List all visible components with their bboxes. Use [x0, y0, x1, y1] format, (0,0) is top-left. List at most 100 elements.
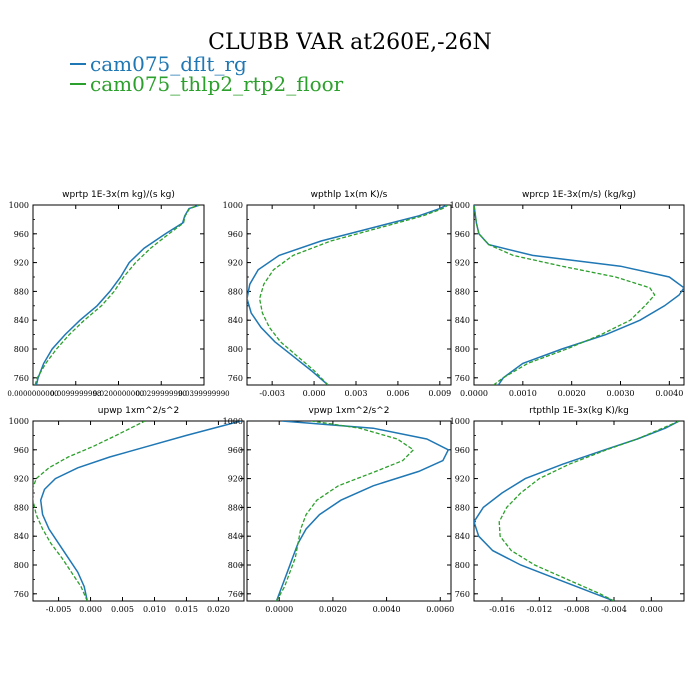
x-tick-label: 0.009	[428, 389, 451, 398]
x-tick-label: 0.0020	[319, 605, 347, 614]
legend-item-1: cam075_thlp2_rtp2_floor	[70, 72, 343, 96]
x-tick-label: 0.000	[79, 605, 102, 614]
y-tick-label: 760	[14, 374, 29, 383]
chart-frame	[246, 204, 452, 386]
legend-swatch-1	[70, 83, 86, 85]
y-tick-label: 880	[228, 287, 243, 296]
x-tick-label: -0.008	[564, 605, 590, 614]
y-tick-label: 880	[455, 287, 470, 296]
series-line-1	[474, 205, 656, 385]
series-line-0	[247, 205, 448, 385]
y-tick-label: 920	[14, 475, 29, 484]
y-tick-label: 920	[14, 259, 29, 268]
legend-item-0: cam075_dflt_rg	[70, 52, 247, 76]
x-tick-label: 0.0020	[558, 389, 586, 398]
y-tick-label: 920	[228, 475, 243, 484]
x-tick-label: 0.0060	[426, 605, 454, 614]
y-tick-label: 760	[228, 374, 243, 383]
series-line-0	[474, 205, 684, 385]
series-line-1	[258, 205, 449, 385]
y-tick-label: 800	[228, 345, 243, 354]
y-tick-label: 840	[455, 532, 470, 541]
y-tick-label: 960	[228, 230, 243, 239]
x-tick-label: 0.0040	[373, 605, 401, 614]
y-tick-label: 840	[14, 316, 29, 325]
y-tick-label: 960	[455, 446, 470, 455]
y-tick-label: 760	[14, 590, 29, 599]
y-tick-label: 960	[14, 230, 29, 239]
chart-panel-3: upwp 1xm^2/s^2 760 800 840 880 920 960 1000 -0.0…	[9, 406, 245, 614]
x-tick-label: 0.000	[303, 389, 326, 398]
y-tick-label: 800	[228, 561, 243, 570]
y-tick-label: 880	[455, 503, 470, 512]
x-tick-label: -0.016	[489, 605, 515, 614]
y-tick-label: 920	[455, 475, 470, 484]
chart-panel-0: wprtp 1E-3x(m kg)/(s kg) 760 800 840 880 920 9…	[7, 190, 229, 398]
series-line-0	[35, 205, 200, 385]
y-tick-label: 960	[455, 230, 470, 239]
y-tick-label: 840	[455, 316, 470, 325]
x-tick-label: 0.0299999990	[136, 390, 187, 398]
y-tick-label: 880	[228, 503, 243, 512]
chart-frame	[246, 420, 452, 602]
x-tick-label: 0.003	[345, 389, 368, 398]
page-title: CLUBB VAR at260E,-26N	[208, 30, 492, 55]
series-line-1	[34, 205, 200, 385]
chart-title: upwp 1xm^2/s^2	[98, 406, 179, 416]
chart-title: wpthlp 1x(m K)/s	[311, 190, 388, 200]
y-tick-label: 800	[455, 345, 470, 354]
chart-frame	[32, 204, 205, 386]
y-tick-label: 760	[455, 590, 470, 599]
chart-frame	[473, 420, 685, 602]
y-tick-label: 840	[228, 316, 243, 325]
y-tick-label: 1000	[223, 201, 243, 210]
chart-panel-5: rtpthlp 1E-3x(kg K)/kg 760 800 840 880 920 960…	[450, 406, 685, 614]
x-tick-label: 0.0030	[607, 389, 635, 398]
y-tick-label: 800	[14, 345, 29, 354]
x-tick-label: 0.0000000000	[7, 390, 58, 398]
legend-label-1: cam075_thlp2_rtp2_floor	[90, 72, 344, 96]
x-tick-label: 0.0000	[265, 605, 293, 614]
y-tick-label: 800	[455, 561, 470, 570]
x-tick-label: -0.004	[601, 605, 627, 614]
chart-title: rtpthlp 1E-3x(kg K)/kg	[529, 406, 629, 416]
y-tick-label: 880	[14, 503, 29, 512]
x-tick-label: 0.005	[111, 605, 134, 614]
x-tick-label: 0.006	[386, 389, 409, 398]
x-tick-label: 0.0200000000	[93, 390, 144, 398]
x-tick-label: 0.0040	[655, 389, 683, 398]
x-tick-label: -0.005	[46, 605, 72, 614]
chart-frame	[473, 204, 685, 386]
legend-swatch-0	[70, 63, 86, 65]
x-tick-label: 0.0399999990	[178, 390, 229, 398]
x-tick-label: 0.010	[143, 605, 166, 614]
y-tick-label: 920	[455, 259, 470, 268]
y-tick-label: 960	[14, 446, 29, 455]
series-line-0	[275, 421, 450, 601]
y-tick-label: 840	[228, 532, 243, 541]
series-line-0	[39, 421, 241, 601]
series-line-1	[275, 421, 415, 601]
chart-panel-4: vpwp 1xm^2/s^2 760 800 840 880 920 960 1000 0.00…	[223, 406, 455, 614]
x-tick-label: 0.0099999998	[50, 390, 101, 398]
x-tick-label: 0.0000	[460, 389, 488, 398]
x-tick-label: -0.012	[527, 605, 553, 614]
y-tick-label: 1000	[9, 201, 29, 210]
y-tick-label: 880	[14, 287, 29, 296]
y-tick-label: 920	[228, 259, 243, 268]
x-tick-label: -0.003	[259, 389, 285, 398]
series-line-1	[33, 421, 146, 601]
x-tick-label: 0.015	[175, 605, 198, 614]
series-line-1	[498, 421, 680, 601]
y-tick-label: 1000	[9, 417, 29, 426]
y-tick-label: 1000	[450, 417, 470, 426]
legend-label-0: cam075_dflt_rg	[90, 52, 247, 76]
y-tick-label: 1000	[223, 417, 243, 426]
x-tick-label: 0.020	[207, 605, 230, 614]
chart-title: wprcp 1E-3x(m/s) (kg/kg)	[522, 190, 636, 200]
chart-panel-1: wpthlp 1x(m K)/s 760 800 840 880 920 960 1000 -0…	[223, 190, 452, 398]
y-tick-label: 760	[228, 590, 243, 599]
chart-title: vpwp 1xm^2/s^2	[308, 406, 389, 416]
y-tick-label: 1000	[450, 201, 470, 210]
